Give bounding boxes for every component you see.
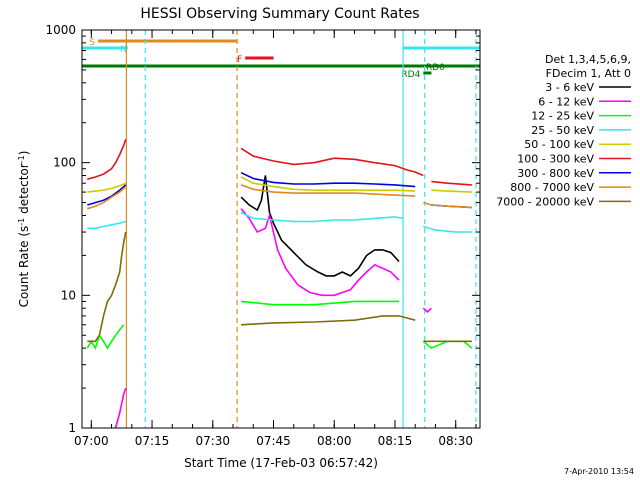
series-lines <box>86 139 473 429</box>
series-line <box>87 220 126 230</box>
footer-date: 7-Apr-2010 13:54 <box>564 467 634 476</box>
series-line <box>86 324 125 351</box>
series-line <box>241 300 399 306</box>
y-axis-ticks: 1 10 100 1000 <box>45 23 480 435</box>
legend-label: 25 - 50 keV <box>531 124 594 137</box>
series-line <box>422 307 432 313</box>
series-line <box>423 225 472 233</box>
series-line <box>240 208 400 297</box>
flag-label: RD0 <box>426 63 445 73</box>
legend-label: 800 - 7000 keV <box>510 181 594 194</box>
x-tick-label: 08:30 <box>438 434 473 448</box>
x-axis-ticks: 07:00 07:15 07:30 07:45 08:00 08:15 08:30 <box>74 30 477 448</box>
x-axis-label: Start Time (17-Feb-03 06:57:42) <box>184 456 378 470</box>
legend-label: 100 - 300 keV <box>517 153 594 166</box>
series-line <box>87 139 127 180</box>
legend: Det 1,3,4,5,6,9, FDecim 1, Att 0 3 - 6 k… <box>496 53 631 208</box>
y-tick-label: 10 <box>61 288 76 302</box>
series-line <box>241 315 416 326</box>
x-tick-label: 08:00 <box>317 434 352 448</box>
series-line <box>240 147 424 177</box>
y-tick-label: 1 <box>68 421 76 435</box>
legend-label: 3 - 6 keV <box>545 81 594 94</box>
observing-flags: S N F RD0 RD4 <box>82 38 480 80</box>
series-line <box>240 171 416 188</box>
series-line <box>431 180 472 186</box>
vertical-markers <box>125 30 477 428</box>
legend-label: 300 - 800 keV <box>517 167 594 180</box>
series-line <box>240 176 416 192</box>
legend-header-2: FDecim 1, Att 0 <box>546 67 631 80</box>
series-line <box>240 184 416 197</box>
legend-header-1: Det 1,3,4,5,6,9, <box>545 53 631 66</box>
chart-title: HESSI Observing Summary Count Rates <box>140 6 419 22</box>
y-tick-label: 100 <box>53 156 76 170</box>
flag-label: F <box>237 55 242 65</box>
y-axis-label: Count Rate (s-1 detector-1) <box>17 151 31 308</box>
x-tick-label: 08:15 <box>378 434 413 448</box>
series-line <box>87 186 127 210</box>
flag-label: S <box>89 38 95 48</box>
series-line <box>423 201 472 209</box>
series-line <box>240 175 400 277</box>
series-line <box>87 231 127 343</box>
series-line <box>87 184 127 206</box>
x-tick-label: 07:15 <box>135 434 170 448</box>
series-line <box>87 182 127 193</box>
series-line <box>422 340 473 350</box>
series-line <box>240 211 404 223</box>
legend-label: 7000 - 20000 keV <box>496 195 594 208</box>
flag-label: N <box>120 45 127 55</box>
series-line <box>431 189 472 193</box>
plot-frame <box>81 29 481 429</box>
legend-label: 50 - 100 keV <box>524 138 594 151</box>
y-tick-label: 1000 <box>45 23 76 37</box>
x-tick-label: 07:00 <box>74 434 109 448</box>
legend-label: 6 - 12 keV <box>538 95 594 108</box>
series-line <box>114 387 127 429</box>
x-tick-label: 07:30 <box>195 434 230 448</box>
x-tick-label: 07:45 <box>256 434 291 448</box>
flag-label: RD4 <box>401 70 420 80</box>
legend-label: 12 - 25 keV <box>531 110 594 123</box>
